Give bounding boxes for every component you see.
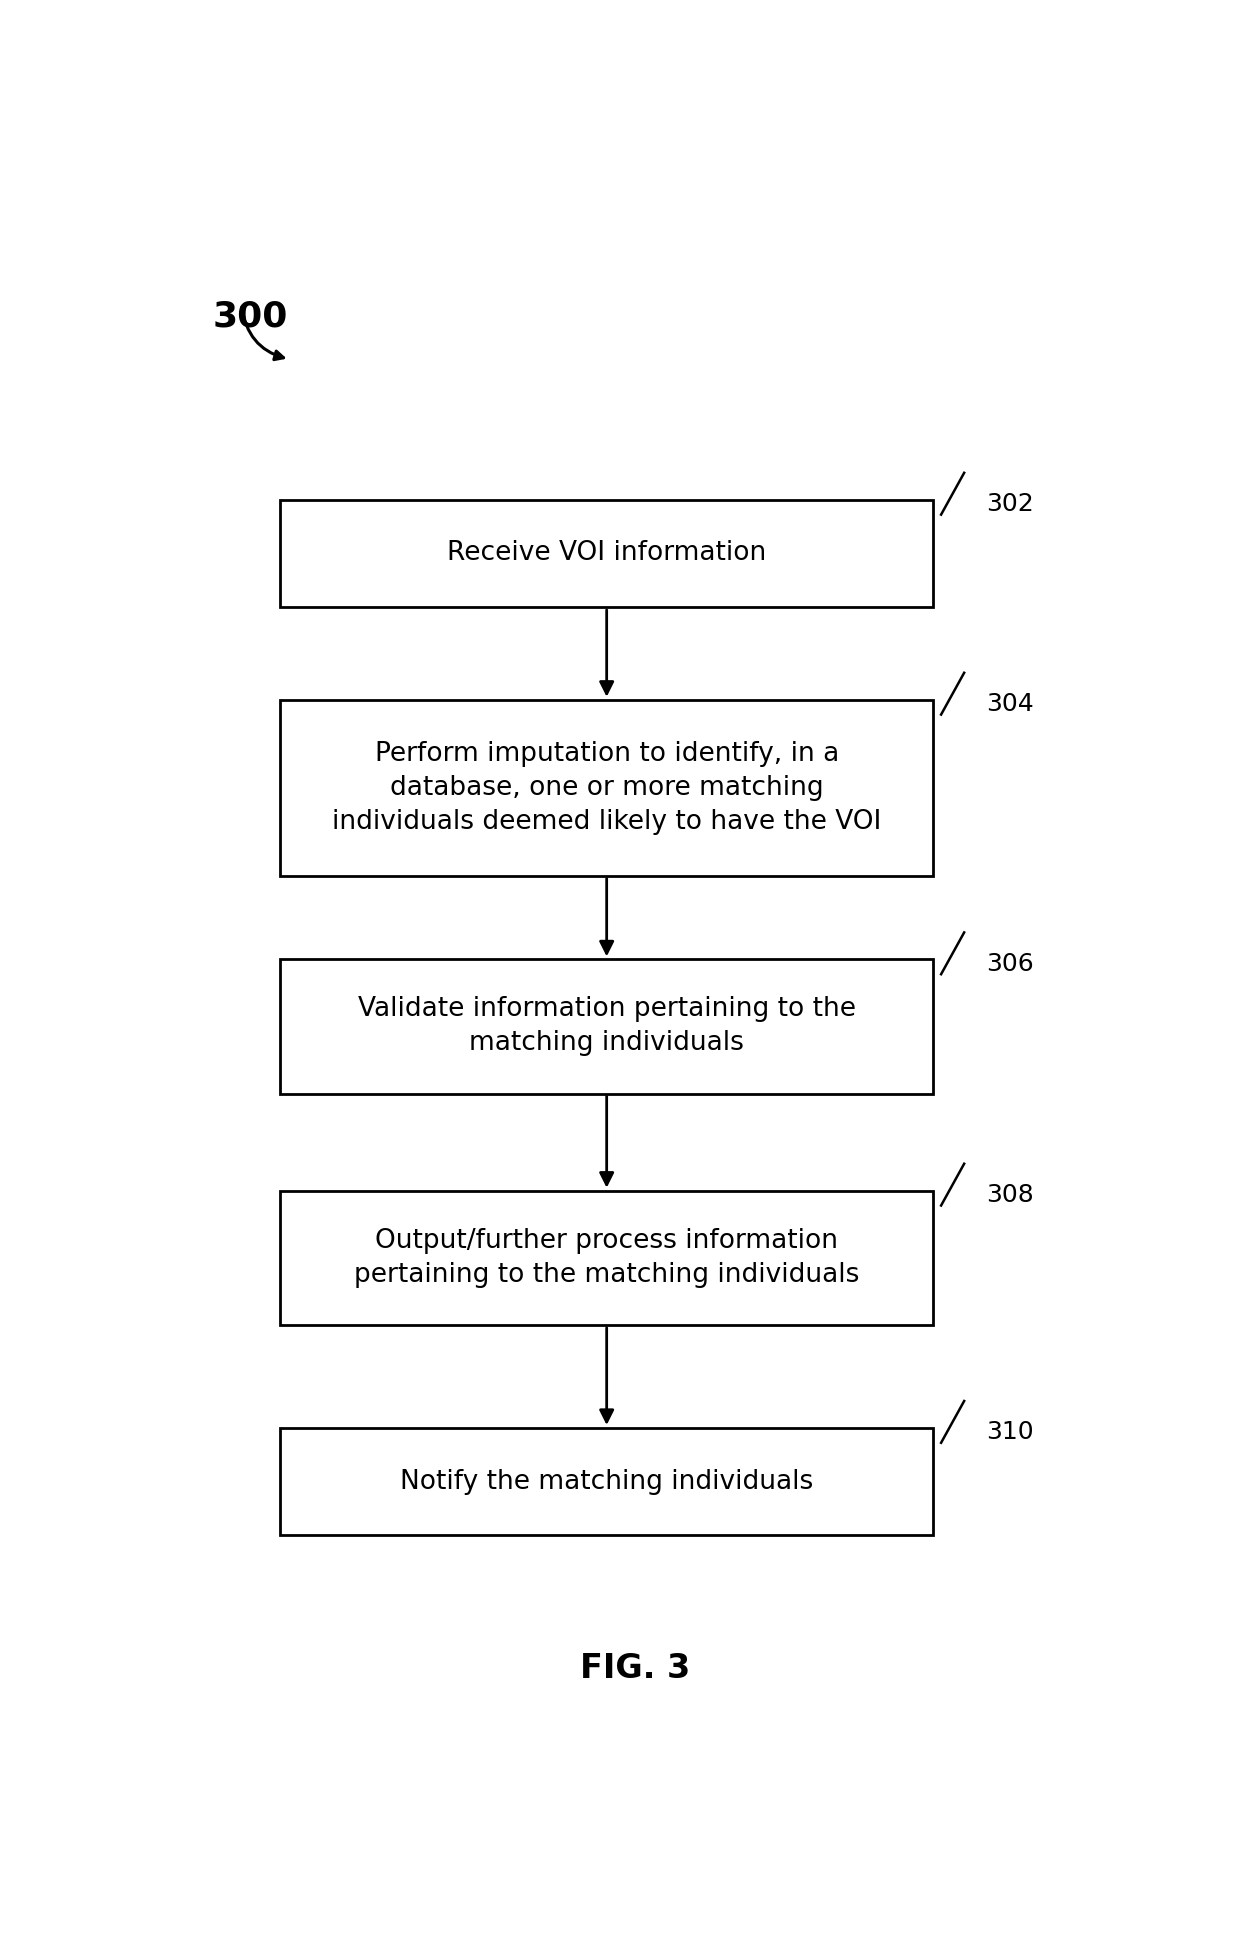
Text: 302: 302: [986, 492, 1034, 516]
Text: 306: 306: [986, 952, 1034, 977]
FancyBboxPatch shape: [280, 1190, 934, 1326]
Text: Perform imputation to identify, in a
database, one or more matching
individuals : Perform imputation to identify, in a dat…: [332, 740, 882, 835]
Text: 304: 304: [986, 692, 1034, 717]
Text: FIG. 3: FIG. 3: [580, 1651, 691, 1684]
Text: Output/further process information
pertaining to the matching individuals: Output/further process information perta…: [353, 1229, 859, 1287]
FancyBboxPatch shape: [280, 959, 934, 1093]
FancyBboxPatch shape: [280, 700, 934, 876]
Text: 310: 310: [986, 1421, 1034, 1444]
FancyBboxPatch shape: [280, 500, 934, 607]
Text: 308: 308: [986, 1182, 1034, 1207]
Text: Receive VOI information: Receive VOI information: [448, 541, 766, 566]
Text: 300: 300: [213, 300, 288, 333]
Text: Notify the matching individuals: Notify the matching individuals: [401, 1469, 813, 1494]
FancyBboxPatch shape: [280, 1428, 934, 1535]
Text: Validate information pertaining to the
matching individuals: Validate information pertaining to the m…: [357, 996, 856, 1056]
